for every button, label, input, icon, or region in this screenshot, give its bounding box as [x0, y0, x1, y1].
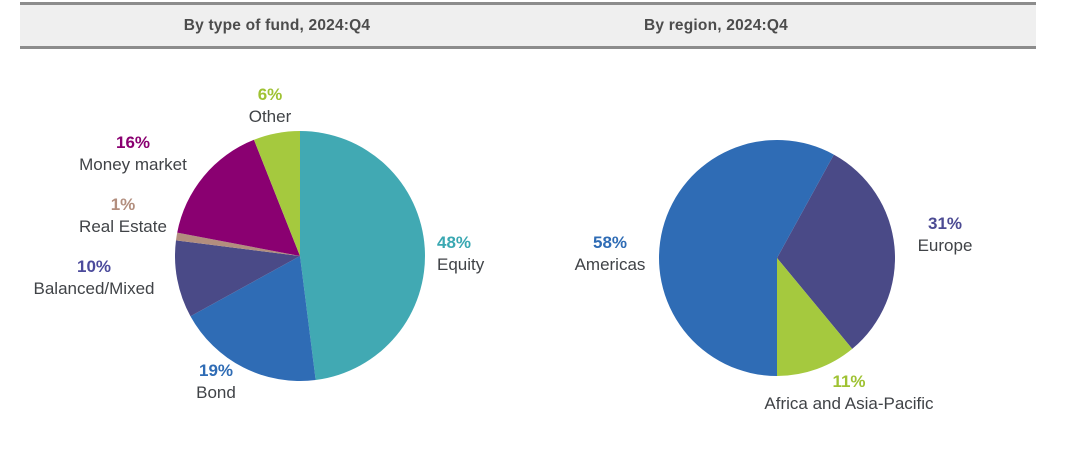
category-americas: Americas: [574, 254, 646, 274]
category-equity: Equity: [437, 254, 485, 274]
category-other: Other: [248, 106, 292, 126]
label-equity: 48% Equity: [437, 232, 557, 276]
pct-other: 6%: [257, 85, 283, 104]
label-other: 6% Other: [220, 84, 320, 128]
category-europe: Europe: [917, 235, 973, 255]
pie-slice-other: [253, 131, 300, 256]
pie-slice-africa-and-asia-pacific: [777, 258, 853, 376]
label-balanced-mixed: 10% Balanced/Mixed: [8, 256, 180, 300]
pie-chart-by-type-of-fund: [175, 131, 425, 381]
pct-real-estate: 1%: [110, 195, 136, 214]
header-title-fund-type: By type of fund, 2024:Q4: [183, 17, 371, 34]
pie-slice-bond: [190, 256, 316, 381]
category-money-market: Money market: [79, 154, 187, 174]
pie-slice-money-market: [177, 139, 300, 256]
pct-money-market: 16%: [115, 133, 151, 152]
pie-slice-real-estate: [175, 232, 300, 256]
pie-slice-balanced-mixed: [175, 240, 300, 317]
label-americas: 58% Americas: [545, 232, 675, 276]
category-real-estate: Real Estate: [79, 216, 167, 236]
pie-slice-equity: [300, 131, 425, 381]
category-africa-asia-pacific: Africa and Asia-Pacific: [764, 393, 934, 413]
pie-slice-americas: [659, 140, 834, 376]
pie-chart-by-region: [659, 140, 895, 376]
header-title-region: By region, 2024:Q4: [643, 17, 789, 34]
pct-balanced-mixed: 10%: [76, 257, 112, 276]
pct-bond: 19%: [198, 361, 234, 380]
pct-africa-asia-pacific: 11%: [832, 372, 866, 391]
label-money-market: 16% Money market: [38, 132, 228, 176]
pct-europe: 31%: [927, 214, 963, 233]
label-europe: 31% Europe: [885, 213, 1005, 257]
header-bar: By type of fund, 2024:Q4 By region, 2024…: [20, 2, 1036, 49]
label-africa-asia-pacific: 11% Africa and Asia-Pacific: [738, 371, 960, 415]
category-balanced-mixed: Balanced/Mixed: [33, 278, 155, 298]
label-real-estate: 1% Real Estate: [48, 194, 198, 238]
category-bond: Bond: [196, 382, 236, 402]
label-bond: 19% Bond: [166, 360, 266, 404]
pie-slice-europe: [777, 154, 895, 349]
pct-equity: 48%: [437, 233, 472, 252]
pct-americas: 58%: [592, 233, 628, 252]
